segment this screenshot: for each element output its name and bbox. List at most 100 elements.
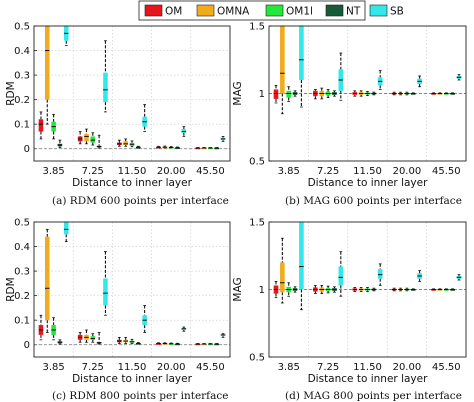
chart-panel-3: 0.5 1 1.5 3.85 7.25 11.50 20.00 45.50 Distance t… [232, 218, 467, 402]
x-tick-label: 20.00 [157, 166, 186, 177]
box-OMNA-11.50 [358, 287, 364, 292]
box-body [45, 236, 50, 321]
axes-frame [268, 25, 467, 162]
box-SB-45.50 [456, 274, 462, 281]
box-SB-7.25 [338, 251, 344, 297]
box-OMNA-3.85 [45, 228, 50, 333]
box-OM1l-7.25 [90, 333, 96, 343]
x-axis-label: Distance to inner layer [308, 177, 428, 189]
box-OM1l-45.50 [444, 92, 449, 95]
box-OM-45.50 [195, 343, 201, 346]
legend-swatch-0 [144, 4, 163, 17]
box-OMNA-20.00 [162, 145, 168, 149]
box-OM-3.85 [38, 111, 44, 140]
box-SB-11.50 [377, 263, 383, 286]
panel-caption: (c) RDM 800 points per interface [52, 390, 228, 402]
box-body [195, 147, 201, 150]
y-tick-label: 1.5 [249, 218, 265, 229]
box-body [84, 134, 89, 142]
box-OM-11.50 [117, 336, 122, 344]
y-tick-label: 0.5 [14, 218, 30, 229]
box-OM-7.25 [313, 285, 318, 294]
box-SB-20.00 [181, 326, 187, 332]
box-OM-20.00 [391, 287, 397, 292]
box-OM1l-7.25 [90, 132, 96, 146]
box-OM1l-11.50 [129, 140, 135, 148]
chart-panel-1: 0.5 1 1.5 3.85 7.25 11.50 20.00 45.50 Distance t… [232, 22, 467, 207]
x-tick-label: 7.25 [82, 166, 104, 177]
box-body [103, 278, 108, 306]
box-OM1l-7.25 [325, 89, 331, 98]
box-NT-45.50 [450, 288, 455, 291]
box-OM1l-11.50 [129, 338, 135, 344]
box-OMNA-45.50 [201, 343, 207, 346]
box-body [103, 72, 108, 103]
legend-label-2: OM1l [286, 6, 313, 18]
box-OM-3.85 [38, 314, 44, 341]
plot-area [34, 222, 230, 357]
chart-panels: 00.10.20.30.40.53.85 7.25 11.50 20.00 45.50D… [5, 22, 467, 402]
box-body [280, 262, 285, 293]
box-OM-20.00 [156, 145, 161, 149]
legend-label-1: OMNA [217, 6, 250, 18]
box-body [123, 141, 128, 146]
x-tick-label: 3.85 [42, 362, 64, 373]
box-NT-3.85 [57, 139, 63, 148]
x-tick-label: 11.50 [118, 166, 147, 177]
box-OMNA-20.00 [162, 342, 168, 345]
box-NT-11.50 [371, 287, 377, 292]
box-SB-11.50 [142, 305, 147, 333]
box-body [299, 222, 304, 290]
y-tick-label: 0.2 [14, 95, 30, 106]
box-OM-7.25 [77, 131, 83, 145]
box-SB-45.50 [220, 136, 226, 142]
box-SB-7.25 [103, 40, 108, 113]
box-SB-7.25 [103, 251, 108, 316]
box-OM1l-3.85 [286, 282, 291, 297]
box-body [63, 222, 69, 235]
x-axis-label: Distance to inner layer [72, 373, 192, 385]
x-tick-label: 45.50 [432, 166, 461, 177]
box-OM1l-20.00 [404, 91, 410, 96]
plot-area [34, 26, 230, 161]
box-SB-11.50 [142, 104, 147, 132]
y-tick-label: 0 [24, 340, 30, 351]
y-tick-label: 1 [259, 89, 265, 100]
panel-caption: (a) RDM 600 points per interface [52, 195, 229, 207]
legend-swatch-1 [196, 4, 215, 17]
box-OM-45.50 [431, 288, 436, 291]
box-OMNA-11.50 [123, 138, 128, 147]
legend-box [138, 0, 366, 21]
box-OM1l-3.85 [286, 86, 291, 102]
x-tick-label: 11.50 [118, 362, 147, 373]
box-NT-20.00 [175, 146, 180, 149]
box-OM1l-11.50 [365, 287, 370, 292]
box-OM1l-45.50 [208, 147, 213, 150]
box-OMNA-45.50 [437, 288, 443, 291]
x-tick-label: 7.25 [317, 362, 339, 373]
x-tick-label: 45.50 [432, 362, 461, 373]
box-OM-45.50 [195, 147, 201, 150]
panel-caption: (d) MAG 800 points per interface [285, 390, 462, 402]
y-tick-label: 0.5 [249, 157, 265, 168]
box-body [286, 90, 291, 98]
box-OMNA-3.85 [280, 237, 285, 304]
box-OM1l-3.85 [51, 317, 56, 341]
box-body [175, 343, 180, 346]
box-OM-20.00 [391, 91, 397, 96]
box-NT-45.50 [214, 343, 219, 346]
box-OM1l-3.85 [51, 113, 56, 140]
x-tick-label: 20.00 [393, 166, 422, 177]
box-OMNA-7.25 [319, 285, 325, 294]
x-tick-label: 3.85 [42, 166, 64, 177]
box-body [208, 147, 213, 150]
box-body [214, 343, 219, 346]
y-tick-label: 1 [259, 285, 265, 296]
box-OMNA-7.25 [84, 329, 89, 343]
y-tick-label: 0.1 [14, 316, 30, 327]
box-NT-7.25 [96, 332, 102, 345]
box-body [181, 129, 187, 133]
box-NT-7.25 [332, 90, 337, 97]
axes-frame [33, 25, 231, 162]
